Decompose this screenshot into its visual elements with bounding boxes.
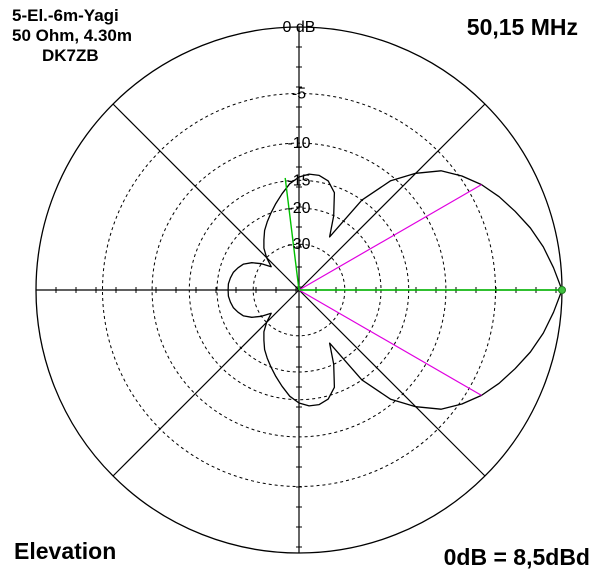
antenna-spec: 50 Ohm, 4.30m — [12, 26, 133, 45]
frequency-label: 50,15 MHz — [466, 14, 578, 40]
beamwidth-lines — [284, 177, 566, 396]
grid-spoke — [298, 289, 486, 477]
ring-label: -5 — [292, 86, 306, 103]
ring-labels: 0 dB -5 -10 -15 -20 -30 — [283, 19, 316, 253]
radiation-pattern — [227, 170, 563, 410]
half-power-line — [298, 289, 482, 396]
side-lobe-line — [284, 177, 300, 291]
pattern-curve — [227, 170, 563, 410]
grid-spoke — [298, 103, 486, 291]
max-gain-marker — [558, 286, 566, 294]
reference-label: 0dB = 8,5dBd — [443, 544, 590, 570]
callsign: DK7ZB — [42, 46, 99, 65]
ring-label: -10 — [287, 135, 310, 152]
ring-label: -30 — [287, 236, 310, 253]
ring-label: 0 dB — [283, 19, 316, 36]
plane-label: Elevation — [14, 538, 117, 564]
ring-label: -15 — [287, 172, 310, 189]
ring-label: -20 — [287, 200, 310, 217]
half-power-line — [298, 184, 482, 291]
antenna-name: 5-El.-6m-Yagi — [12, 6, 119, 25]
